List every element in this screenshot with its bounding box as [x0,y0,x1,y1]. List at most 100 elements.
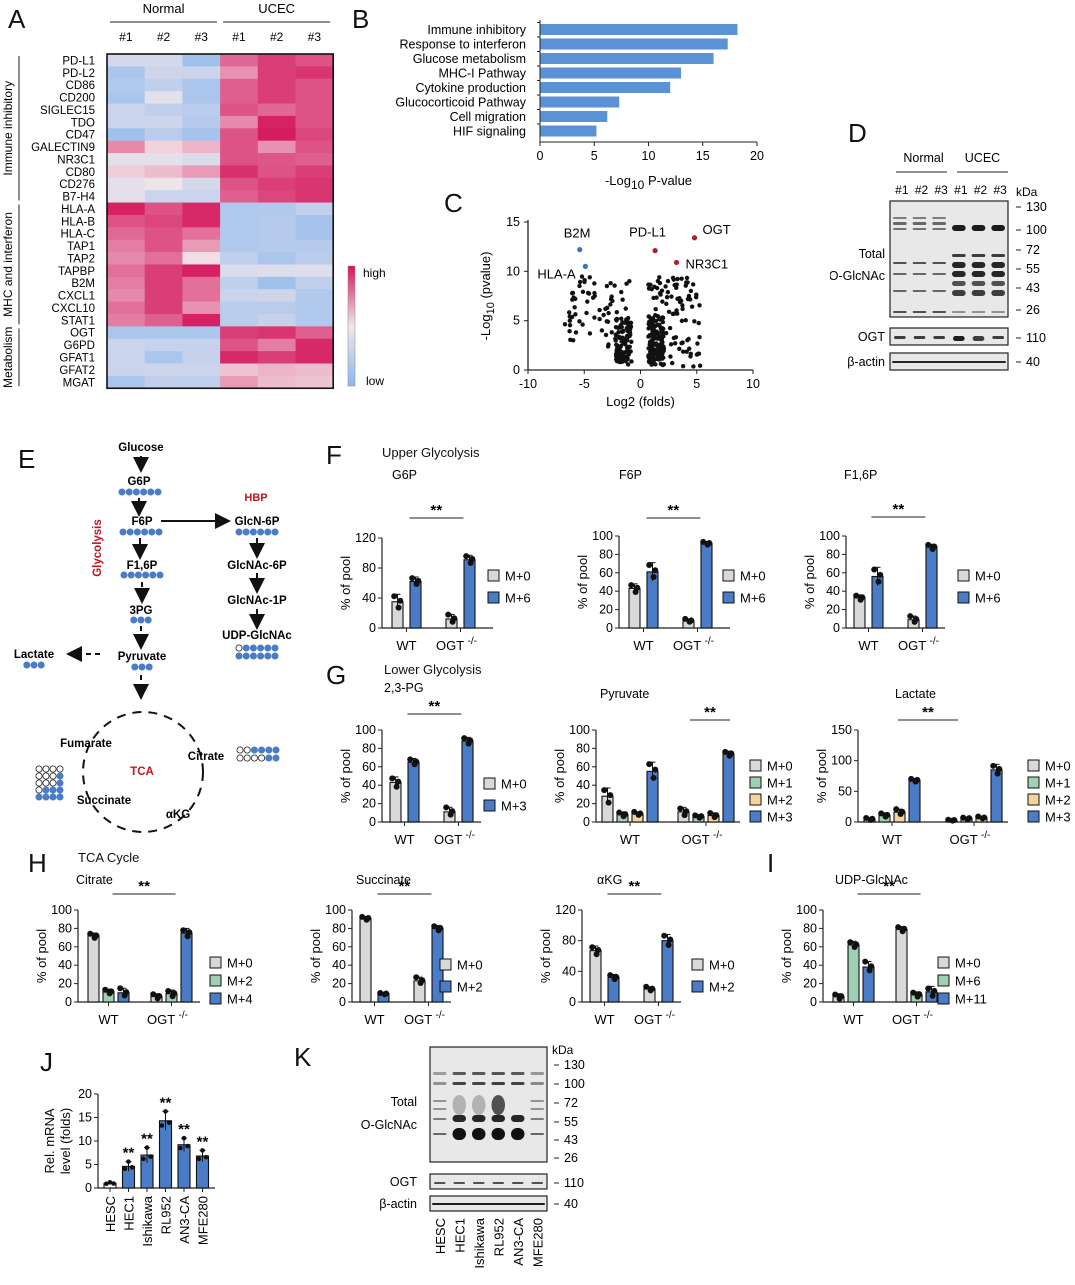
heatmap-cell [182,140,221,154]
blot-band [511,1115,525,1122]
replicate-point [593,951,600,958]
enrichment-bar [540,125,597,137]
carbon-atom-icon [56,793,64,801]
data-point [694,292,699,297]
heatmap-cell [295,338,334,352]
replicate-point [929,992,936,999]
y-axis-label: level (folds) [58,1108,73,1174]
heatmap-cell [182,276,221,290]
data-point [592,281,597,286]
chart-citrate: Citrate 0 20 40 60 80 100% of pool WT OGT -/- ** M… [20,862,290,1042]
data-point [680,303,685,308]
blot-membrane [889,200,1009,318]
row-group-label: MHC and interferon [1,212,15,317]
pathway-node: 3PG [129,605,152,617]
y-tick-label: 20 [362,797,376,811]
carbon-atom-icon [35,765,43,773]
heatmap-cell [295,214,334,228]
heatmap-cell [144,115,183,129]
row-group-label: Immune inhibitory [1,81,15,176]
legend-swatch [957,591,970,604]
replicate-point [875,578,882,585]
replicate-point [620,813,627,820]
carbon-atom-icon [49,772,57,780]
heatmap-cell [295,264,334,278]
replicate-point [166,1120,172,1125]
x-tick-label: -10 [519,377,537,391]
blot-band [932,290,946,292]
pathway-node: αKG [166,809,190,821]
heatmap-cell [257,276,296,290]
data-point [675,276,680,282]
data-point [663,284,668,289]
y-tick-label: 100 [51,903,72,917]
data-point [603,306,608,312]
data-point [617,359,622,365]
heatmap-cell [144,165,183,179]
heatmap-cell [257,165,296,179]
category-label: OGT -/- [634,1010,675,1027]
heatmap-cell [220,115,259,129]
data-point [665,278,671,284]
blot-band [530,1072,544,1075]
legend-label: M+0 [1045,759,1071,774]
group-label: Normal [903,151,943,165]
heatmap-cell [182,252,221,265]
y-tick-label: 100 [831,754,852,768]
replicate-point [866,967,873,974]
heatmap-cell [144,326,183,340]
data-point [629,339,634,345]
heatmap-cell [220,190,259,204]
replicate-point [381,991,388,998]
heatmap-cell [107,115,146,129]
blot-band [991,262,1005,268]
legend-label: M+2 [1045,793,1071,808]
category-label: HESC [103,1196,118,1232]
replicate-point [646,761,653,768]
heatmap-cell [107,313,146,327]
heatmap-cell [144,289,183,303]
chart-lactate: Lactate 0 50 100 150% of pool WT OGT -/- ** M+0 M… [800,672,1075,857]
kda-marker: 110 [1026,331,1046,345]
heatmap-cell [257,115,296,129]
data-point [660,315,666,321]
data-point [691,364,696,369]
replicate-point [122,1166,128,1172]
panel-label-k: K [294,1042,312,1072]
legend-swatch [439,958,452,971]
data-point [646,321,651,327]
colorbar [347,265,356,387]
heatmap-cell [144,91,183,105]
data-point [613,351,619,357]
replicate-point [867,816,874,823]
heatmap-cell [257,66,296,80]
actin-label: β-actin [379,1197,417,1211]
replicate-point [726,752,733,759]
data-point [625,356,630,362]
panel-a-heatmap: Normal UCEC #1 #2 #3 #1 #2 #3 PD-L1 PD-L2 CD86 CD20… [0,0,400,400]
y-tick-label: 80 [362,561,376,575]
heatmap-cell [220,313,259,327]
heatmap-cell [144,252,183,265]
replicate-point [925,985,932,992]
category-label: Glucose metabolism [413,52,526,66]
replicate-point [391,593,398,600]
data-point [657,275,662,280]
blot-band [952,254,966,257]
heatmap-cell [144,313,183,327]
y-tick-label: 100 [819,529,840,543]
carbon-atom-icon [133,528,141,536]
data-point [577,283,582,289]
blot-band [932,217,946,219]
y-tick-label: 0 [85,1181,92,1195]
legend-label: M+0 [955,956,981,971]
significance-label: ** [141,1131,153,1148]
category-label: HEC1 [122,1196,137,1231]
legend-swatch [209,974,222,987]
heatmap-cell [295,140,334,154]
lane-label: #1 [895,183,909,197]
data-point [671,335,677,341]
replicate-point [121,992,128,999]
significance-label: ** [704,704,716,721]
blot-band [952,271,966,277]
